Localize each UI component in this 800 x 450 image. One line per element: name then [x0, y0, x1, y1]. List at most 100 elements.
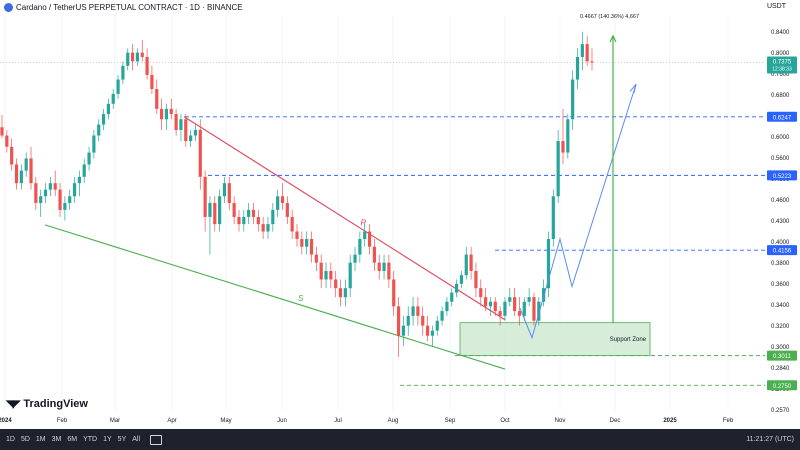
y-tick-label: 0.8000 — [771, 51, 790, 57]
symbol-header[interactable]: Cardano / TetherUS PERPETUAL CONTRACT · … — [4, 3, 243, 12]
candle-body — [445, 301, 449, 312]
timeframe-1y[interactable]: 1Y — [103, 436, 112, 443]
candle-body — [377, 262, 381, 271]
price-axis: 0.84000.80000.76000.68000.64000.60000.56… — [765, 0, 800, 414]
candle-body — [280, 196, 285, 204]
target-arrowhead — [609, 34, 617, 43]
candle-body — [247, 209, 251, 217]
y-tick-label: 0.3400 — [771, 303, 790, 309]
candle-body — [48, 183, 52, 190]
timeframe-all[interactable]: All — [132, 436, 141, 443]
candle-body — [24, 158, 28, 171]
y-tick-label: 0.3600 — [771, 282, 790, 288]
candle-body — [358, 239, 362, 255]
candle-body — [189, 135, 193, 142]
utc-clock: 11:21:27 (UTC) — [746, 436, 794, 443]
candle-body — [198, 129, 202, 177]
candle-body — [232, 203, 236, 217]
candle-body — [537, 301, 541, 321]
candle-body — [300, 239, 304, 247]
timeframe-6m[interactable]: 6M — [67, 436, 78, 443]
x-tick-label: Nov — [555, 418, 566, 424]
price-level-tag — [767, 170, 797, 181]
candle-body — [242, 216, 246, 225]
price-level-tag — [767, 111, 797, 122]
timeframe-3m[interactable]: 3M — [51, 436, 62, 443]
y-tick-label: 0.6800 — [771, 93, 790, 99]
candle-body — [222, 183, 227, 197]
candle-body — [590, 61, 594, 63]
trendline-label: R — [361, 218, 367, 227]
candle-body — [396, 306, 401, 336]
support-zone-label: Support Zone — [610, 337, 647, 343]
candle-body — [19, 170, 23, 184]
support-zone — [459, 322, 651, 357]
x-tick-label: Apr — [167, 418, 176, 424]
timeframe-5d[interactable]: 5D — [20, 436, 30, 443]
timeframe-1m[interactable]: 1M — [35, 436, 46, 443]
candle-body — [101, 114, 106, 125]
price-levels-layer — [0, 62, 765, 386]
candle-body — [174, 114, 178, 130]
candle-body — [585, 44, 589, 62]
candle-body — [464, 254, 468, 276]
candle-body — [266, 224, 270, 232]
currency-selector[interactable]: USDT — [766, 3, 786, 10]
timeframe-ytd[interactable]: YTD — [83, 436, 98, 443]
time-axis: 2024 Feb Mar Apr May Jun Jul Aug Sep Oct Nov Dec 202… — [0, 418, 734, 424]
calendar-icon[interactable] — [150, 434, 163, 445]
candle-body — [10, 146, 14, 165]
candle-body — [343, 288, 347, 298]
trendline — [44, 224, 506, 370]
tradingview-mark-icon: ◥◤ — [6, 398, 20, 410]
candle-body — [34, 183, 38, 204]
y-tick-label: 0.8400 — [771, 30, 790, 36]
y-tick-label: 0.3800 — [771, 261, 790, 267]
candle-body — [121, 65, 125, 80]
candle-body — [77, 176, 81, 184]
x-tick-label: Oct — [500, 418, 510, 424]
tradingview-wordmark: TradingView — [23, 398, 88, 410]
candle-body — [546, 239, 551, 289]
x-tick-label: Jul — [334, 418, 342, 424]
candle-body — [164, 108, 169, 120]
candle-body — [72, 183, 77, 197]
candle-body — [53, 183, 57, 190]
price-level-tag — [767, 245, 797, 256]
candle-body — [363, 231, 367, 240]
candle-body — [435, 320, 439, 331]
candle-body — [484, 297, 488, 307]
price-level-value: 0.6247 — [773, 115, 792, 121]
candle-body — [503, 301, 507, 316]
candle-body — [237, 216, 241, 225]
trendline-label: S — [298, 294, 304, 303]
timeframe-1d[interactable]: 1D — [6, 436, 15, 443]
candle-body — [213, 203, 217, 225]
candle-body — [203, 176, 207, 217]
candle-body — [571, 79, 575, 120]
x-tick-label: May — [220, 418, 231, 424]
current-price-tag — [767, 56, 797, 74]
candle-body — [155, 89, 159, 109]
candles-layer — [0, 31, 594, 357]
price-level-value: 0.2750 — [773, 384, 792, 390]
candle-body — [305, 239, 309, 247]
candle-body — [295, 231, 299, 240]
candle-body — [575, 56, 580, 80]
price-level-tag — [767, 350, 797, 361]
candle-body — [159, 108, 164, 120]
x-tick-label: 2025 — [663, 418, 677, 424]
candle-body — [353, 254, 357, 263]
candle-body — [382, 262, 386, 271]
annotations-layer: 0.4667 (140.36%) 4,667 — [519, 14, 639, 340]
candle-body — [111, 93, 115, 104]
timeframe-5y[interactable]: 5Y — [117, 436, 127, 443]
y-tick-label: 0.4300 — [771, 219, 790, 225]
candle-body — [68, 196, 72, 204]
candle-body — [179, 119, 183, 130]
candle-body — [126, 52, 130, 66]
candle-body — [150, 74, 154, 90]
candle-body — [459, 275, 464, 284]
x-tick-label: Dec — [610, 418, 621, 424]
